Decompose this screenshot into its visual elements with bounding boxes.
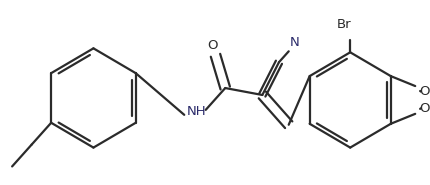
Text: O: O xyxy=(420,85,430,97)
Text: O: O xyxy=(420,102,430,115)
Text: NH: NH xyxy=(187,105,207,118)
Text: Br: Br xyxy=(337,18,352,31)
Text: N: N xyxy=(290,36,299,49)
Text: O: O xyxy=(207,39,218,52)
